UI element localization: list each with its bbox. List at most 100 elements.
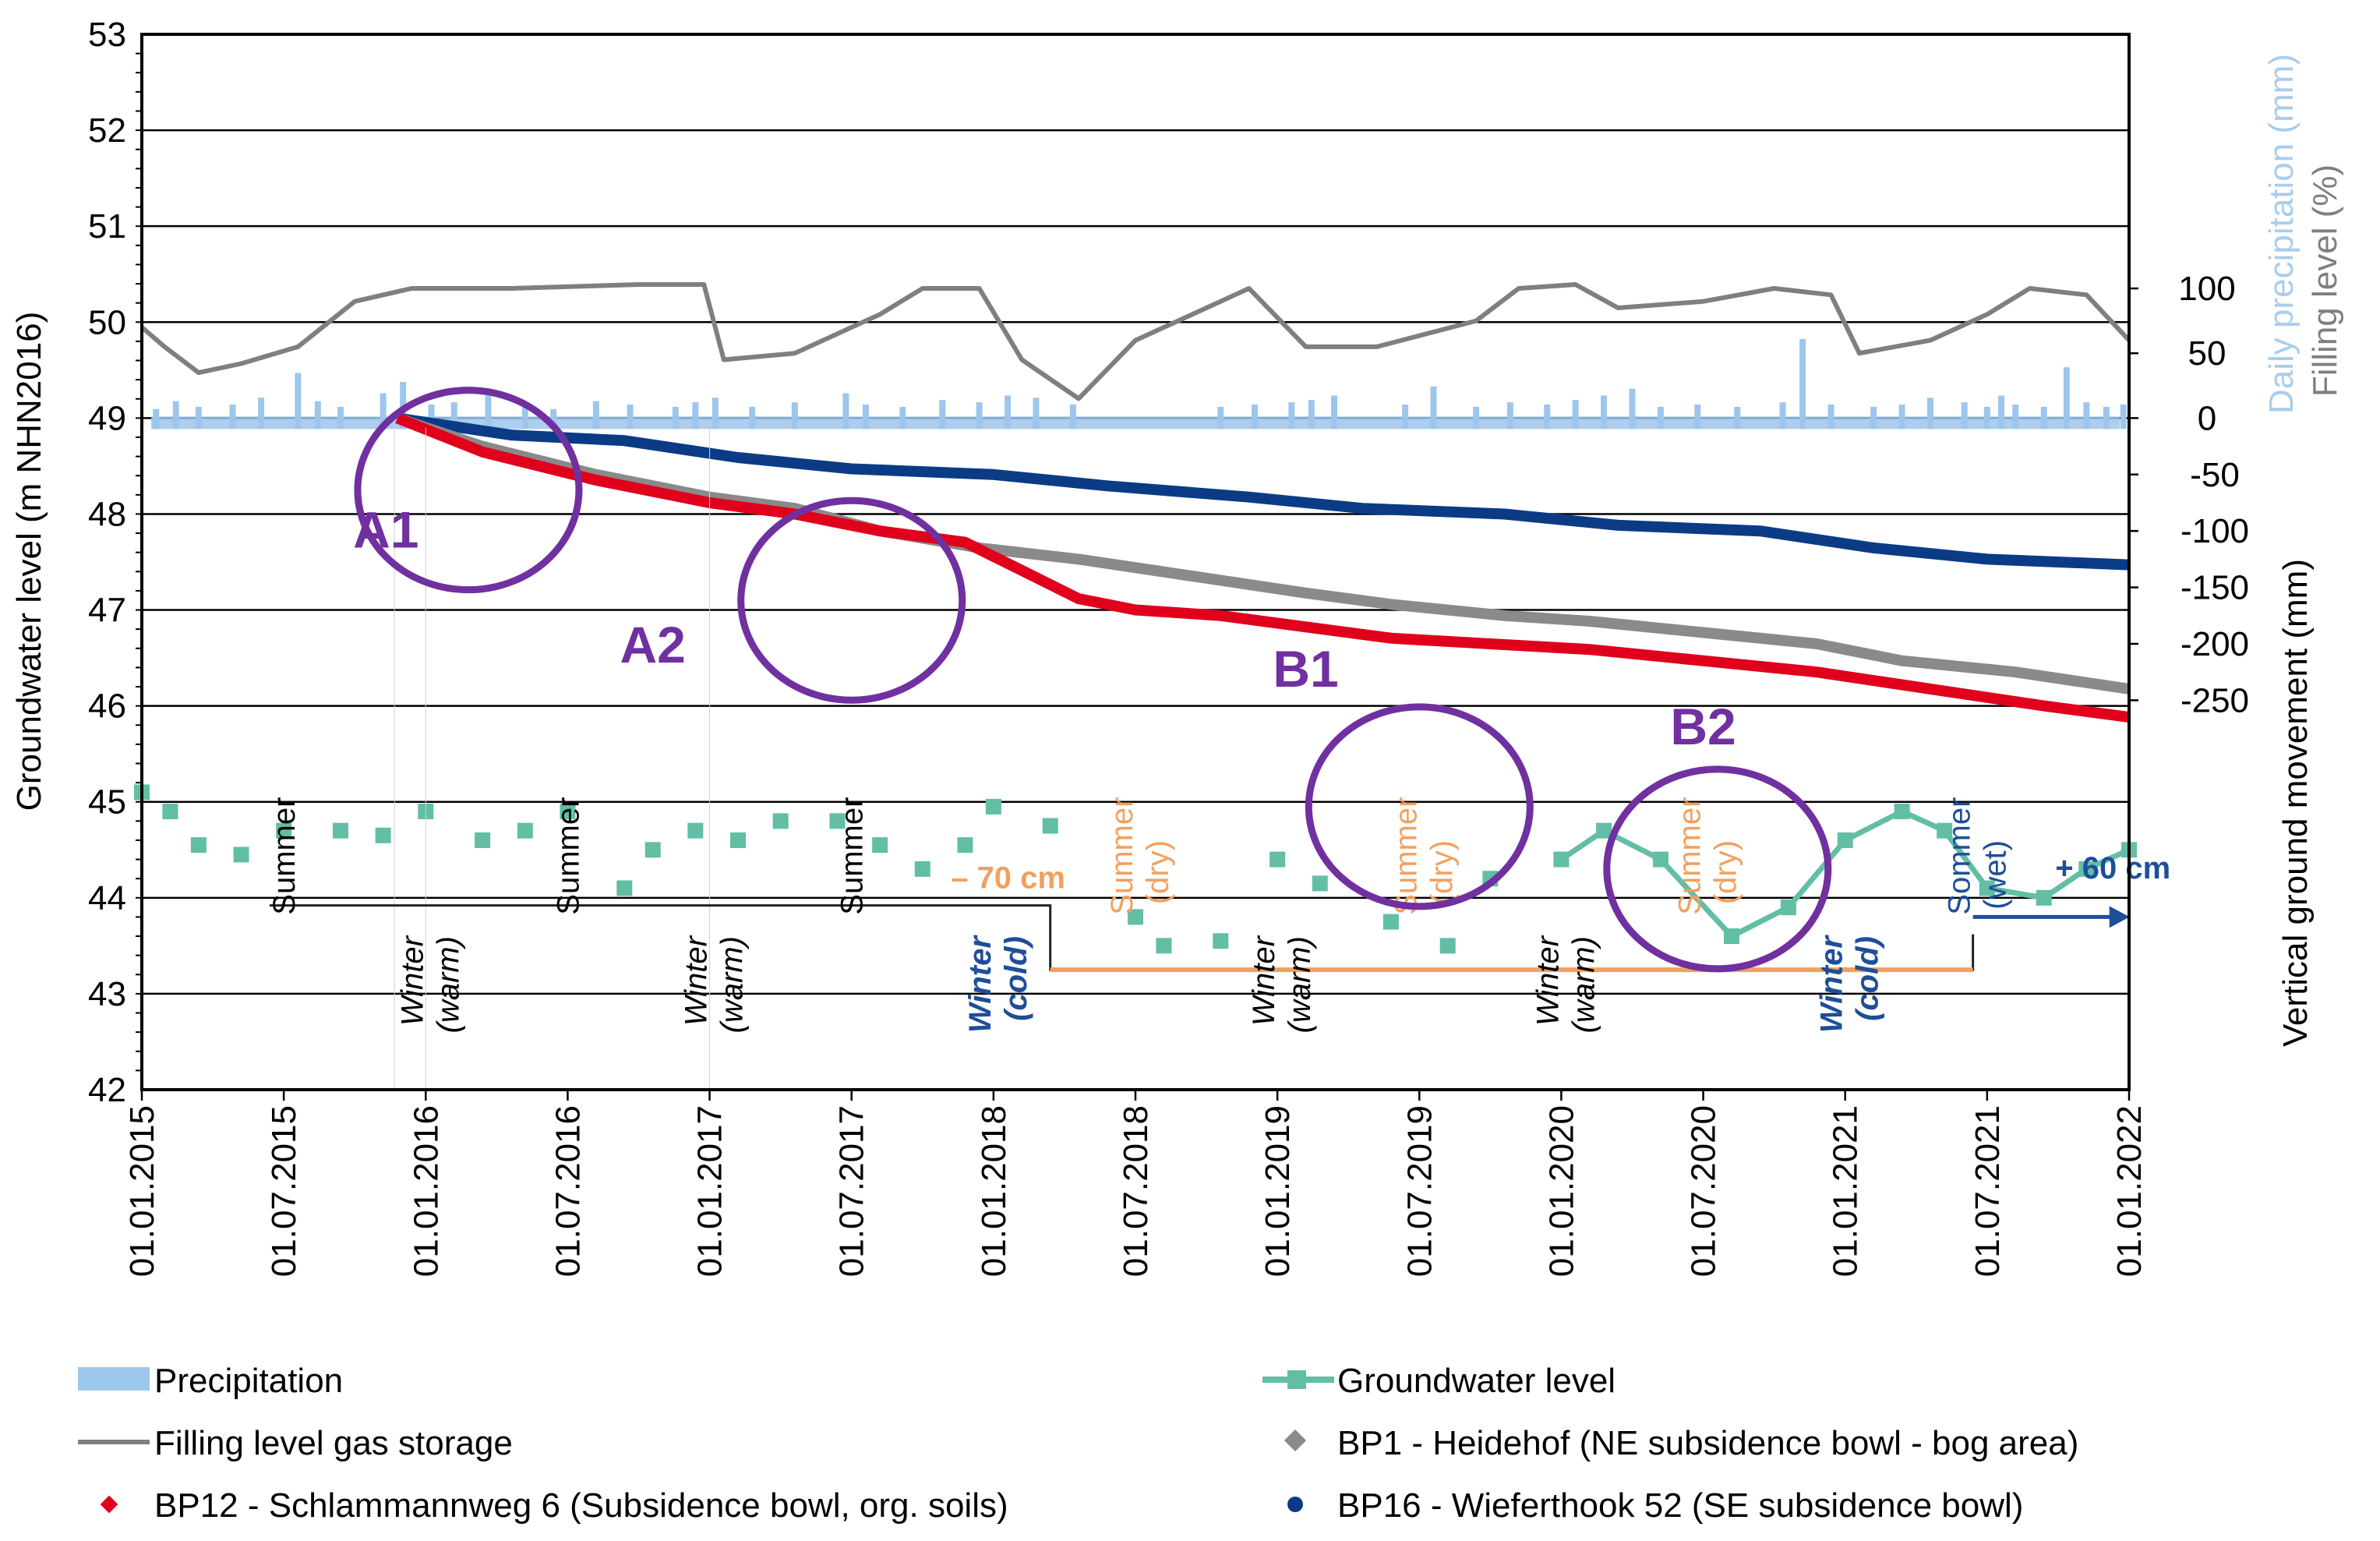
groundwater-point [333, 822, 348, 839]
winter-cold-sub: (cold) [999, 936, 1033, 1021]
groundwater-point [687, 822, 704, 839]
groundwater-point [644, 842, 661, 858]
groundwater-point [1937, 822, 1953, 839]
summer-label: Summer [267, 797, 302, 915]
precipitation-bars [151, 338, 2127, 429]
left-tick-label: 50 [88, 303, 126, 341]
right-axis-title: Vertical ground movement (mm) [2276, 559, 2315, 1047]
precip-bar [1331, 395, 1337, 429]
right-bottom-tick-label: -200 [2180, 625, 2249, 663]
groundwater-point [1128, 909, 1143, 925]
precip-axis-title: Daily precipitation (mm) [2262, 54, 2301, 414]
bp12-line [395, 412, 2130, 723]
groundwater-point [1213, 933, 1229, 949]
x-tick-label: 01.01.2022 [2110, 1105, 2149, 1277]
precip-bar [1629, 388, 1636, 429]
groundwater-point [475, 832, 491, 848]
precip-bar [172, 401, 179, 429]
series-layer [134, 282, 2137, 954]
right-bottom-tick-label: -100 [2180, 512, 2249, 550]
precip-bar [842, 393, 849, 429]
winter-cold-label: Winter [963, 935, 998, 1034]
x-tick-label: 01.07.2016 [549, 1105, 587, 1277]
highlight-circle [1603, 765, 1832, 973]
precip-bar [1779, 402, 1786, 429]
left-tick-label: 42 [88, 1071, 126, 1109]
right-axis-ticks-top: 100 50 0 [2129, 270, 2236, 437]
groundwater-point [1042, 818, 1058, 834]
summer-label: Summer [835, 797, 870, 915]
circle-label: A2 [620, 616, 686, 673]
x-tick-label: 01.01.2019 [1259, 1105, 1297, 1277]
summer-dry-sub: (dry) [1709, 840, 1743, 904]
plot-frame [140, 33, 2131, 1091]
groundwater-point [2036, 889, 2052, 906]
summer-dry-label: Summer [1673, 797, 1707, 915]
precip-bar [1799, 338, 1806, 429]
left-tick-label: 45 [88, 783, 126, 822]
groundwater-point [616, 880, 633, 896]
precip-bar [1927, 398, 1933, 429]
groundwater-point [1269, 851, 1286, 868]
circle-label: B1 [1273, 640, 1338, 698]
winter-warm-sub: (warm) [431, 936, 465, 1033]
right-bottom-tick-label: -150 [2180, 569, 2249, 607]
groundwater-point [985, 798, 1001, 815]
left-tick-label: 51 [88, 207, 126, 246]
left-tick-label: 47 [88, 592, 126, 630]
left-tick-label: 52 [88, 111, 126, 150]
x-tick-label: 01.01.2020 [1542, 1105, 1580, 1277]
precip-bar [939, 400, 946, 429]
groundwater-point [162, 804, 178, 820]
groundwater-point [276, 822, 292, 839]
x-axis-ticks: 01.01.2015 01.07.2015 01.01.2016 01.07.2016… [123, 1090, 2149, 1277]
left-axis-title: Groundwater level (m NHN2016) [10, 312, 48, 811]
groundwater-point [190, 837, 207, 854]
legend-filling: Filling level gas storage [154, 1424, 513, 1462]
left-tick-label: 44 [88, 879, 126, 917]
precip-bar [1308, 400, 1315, 429]
groundwater-point [1156, 938, 1172, 954]
groundwater-point [957, 837, 973, 854]
groundwater-point [1596, 822, 1612, 839]
left-tick-label: 53 [88, 16, 126, 54]
groundwater-point [517, 822, 533, 839]
groundwater-point [233, 846, 249, 863]
legend-bp12-marker [100, 1495, 118, 1514]
precip-bar [1601, 395, 1608, 429]
groundwater-point [1979, 880, 1995, 896]
precip-bar [976, 402, 983, 429]
right-top-tick-label: 50 [2188, 334, 2226, 373]
precip-bar [314, 401, 321, 429]
groundwater-point [730, 832, 746, 848]
x-tick-label: 01.01.2021 [1827, 1105, 1865, 1277]
x-tick-label: 01.07.2018 [1117, 1105, 1155, 1277]
groundwater-point [1837, 832, 1853, 848]
precip-bar [295, 373, 302, 429]
x-tick-label: 01.07.2020 [1685, 1105, 1723, 1277]
groundwater-point [1894, 804, 1910, 820]
filling-level-line [140, 282, 2131, 401]
legend-bp16: BP16 - Wieferthook 52 (SE subsidence bow… [1337, 1486, 2023, 1525]
x-tick-label: 01.07.2015 [265, 1105, 303, 1277]
x-tick-label: 01.07.2017 [833, 1105, 871, 1277]
left-tick-label: 43 [88, 975, 126, 1013]
legend-gw-marker [1287, 1370, 1306, 1389]
precip-bar [2063, 367, 2070, 429]
circle-label: B2 [1670, 698, 1736, 755]
minus-70-label: – 70 cm [951, 861, 1065, 896]
winter-cold-sub: (cold) [1851, 936, 1885, 1021]
groundwater-point [914, 861, 930, 877]
precip-bar [450, 402, 457, 429]
winter-warm-sub: (warm) [1283, 936, 1317, 1033]
plus-60-arrowhead [2109, 906, 2130, 928]
summer-wet-sub: (wet) [1979, 840, 2013, 910]
precip-bar [1572, 400, 1579, 429]
groundwater-point [1312, 875, 1328, 892]
x-tick-label: 01.07.2021 [1969, 1105, 2007, 1277]
legend-groundwater: Groundwater level [1337, 1362, 1616, 1400]
x-tick-label: 01.01.2018 [975, 1105, 1013, 1277]
highlight-circle [354, 387, 583, 594]
left-tick-label: 46 [88, 687, 126, 726]
